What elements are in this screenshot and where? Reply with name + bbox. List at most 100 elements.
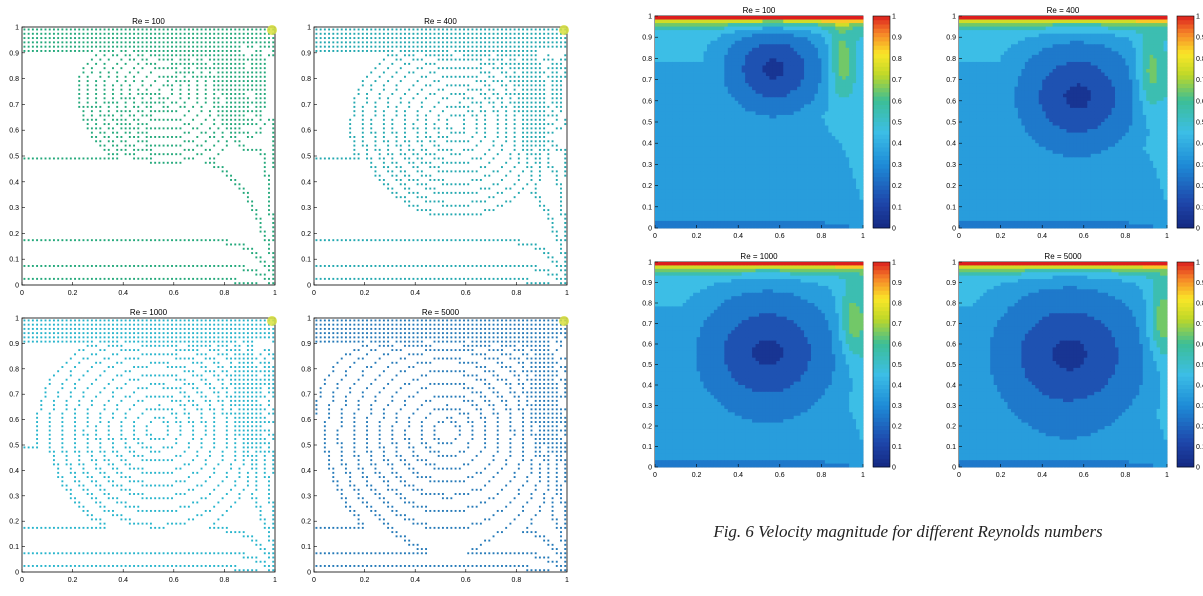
contour-segment <box>526 166 528 168</box>
contour-segment <box>213 89 215 91</box>
contour-segment <box>535 59 537 61</box>
contour-segment <box>442 324 444 326</box>
contour-segment <box>137 565 139 567</box>
contour-segment <box>108 493 110 495</box>
contour-segment <box>213 565 215 567</box>
contour-segment <box>116 497 118 499</box>
contour-segment <box>184 37 186 39</box>
corner-highlight <box>559 25 569 35</box>
contour-segment <box>505 110 507 112</box>
contour-segment <box>222 565 224 567</box>
y-tick-label: 0.3 <box>9 205 19 212</box>
contour-segment <box>179 319 181 321</box>
contour-segment <box>421 362 423 364</box>
contour-segment <box>268 213 270 215</box>
contour-segment <box>421 319 423 321</box>
contour-segment <box>518 336 520 338</box>
contour-segment <box>255 472 257 474</box>
contour-segment <box>370 132 372 134</box>
contour-segment <box>120 37 122 39</box>
y-tick-label: 0.1 <box>9 257 19 264</box>
contour-segment <box>196 136 198 138</box>
contour-segment <box>230 84 232 86</box>
contour-segment <box>163 336 165 338</box>
contour-segment <box>201 145 203 147</box>
contour-segment <box>213 119 215 121</box>
contour-segment <box>255 328 257 330</box>
contour-segment <box>255 391 257 393</box>
contour-segment <box>535 366 537 368</box>
contour-segment <box>205 345 207 347</box>
contour-segment <box>442 332 444 334</box>
contour-segment <box>564 261 566 263</box>
contour-segment <box>560 345 562 347</box>
contour-segment <box>446 170 448 172</box>
contour-segment <box>341 41 343 43</box>
contour-segment <box>337 341 339 343</box>
contour-segment <box>230 332 232 334</box>
contour-segment <box>518 102 520 104</box>
contour-segment <box>150 523 152 525</box>
contour-segment <box>70 497 72 499</box>
contour-segment <box>412 153 414 155</box>
contour-segment <box>163 153 165 155</box>
contour-segment <box>404 175 406 177</box>
contour-segment <box>125 358 127 360</box>
contour-segment <box>459 205 461 207</box>
contour-segment <box>459 336 461 338</box>
contour-segment <box>547 353 549 355</box>
contour-segment <box>150 375 152 377</box>
contour-segment <box>518 158 520 160</box>
contour-segment <box>61 319 63 321</box>
contour-segment <box>438 278 440 280</box>
contour-segment <box>120 115 122 117</box>
contour-segment <box>463 29 465 31</box>
contour-segment <box>234 123 236 125</box>
contour-segment <box>222 89 224 91</box>
contour-segment <box>87 127 89 129</box>
contour-segment <box>146 345 148 347</box>
contour-segment <box>125 396 127 398</box>
contour-segment <box>112 565 114 567</box>
contour-segment <box>53 158 55 160</box>
contour-segment <box>137 89 139 91</box>
contour-segment <box>543 366 545 368</box>
contour-segment <box>455 183 457 185</box>
contour-segment <box>196 319 198 321</box>
contour-segment <box>230 244 232 246</box>
contour-segment <box>400 33 402 35</box>
contour-segment <box>505 115 507 117</box>
contour-segment <box>370 33 372 35</box>
contour-segment <box>509 80 511 82</box>
contour-segment <box>129 396 131 398</box>
contour-segment <box>539 145 541 147</box>
contour-segment <box>32 332 34 334</box>
contour-segment <box>514 63 516 65</box>
contour-segment <box>375 140 377 142</box>
contour-segment <box>272 468 274 470</box>
contour-segment <box>57 370 59 372</box>
contour-segment <box>260 106 262 108</box>
contour-segment <box>264 349 266 351</box>
contour-segment <box>387 332 389 334</box>
contour-segment <box>353 29 355 31</box>
contour-segment <box>205 379 207 381</box>
contour-segment <box>272 252 274 254</box>
contour-segment <box>353 110 355 112</box>
contour-segment <box>184 123 186 125</box>
contour-segment <box>484 127 486 129</box>
contour-segment <box>167 76 169 78</box>
contour-segment <box>387 319 389 321</box>
y-tick-label: 0.5 <box>301 154 311 161</box>
contour-segment <box>509 158 511 160</box>
contour-segment <box>78 33 80 35</box>
contour-segment <box>404 183 406 185</box>
contour-segment <box>251 84 253 86</box>
contour-segment <box>230 341 232 343</box>
contour-segment <box>543 319 545 321</box>
contour-segment <box>175 400 177 402</box>
contour-segment <box>108 341 110 343</box>
contour-segment <box>91 455 93 457</box>
contour-segment <box>450 132 452 134</box>
contour-segment <box>40 408 42 410</box>
